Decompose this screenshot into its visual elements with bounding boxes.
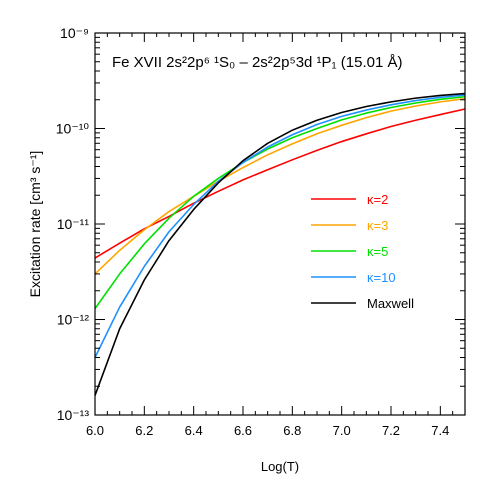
legend-label-3: κ=10 bbox=[367, 270, 396, 285]
x-tick-label: 7.2 bbox=[382, 423, 400, 438]
y-tick-label: 10⁻¹¹ bbox=[57, 216, 90, 232]
series-line-1 bbox=[94, 97, 466, 275]
plot-frame bbox=[94, 32, 466, 416]
series-line-4 bbox=[94, 92, 466, 396]
y-axis-label: Excitation rate [cm³ s⁻¹] bbox=[27, 151, 43, 298]
series-line-3 bbox=[94, 94, 466, 358]
x-tick-label: 7.4 bbox=[431, 423, 449, 438]
x-tick-label: 6.4 bbox=[185, 423, 203, 438]
x-tick-label: 7.0 bbox=[333, 423, 351, 438]
legend-label-2: κ=5 bbox=[367, 244, 388, 259]
legend-label-0: κ=2 bbox=[367, 192, 388, 207]
legend-label-1: κ=3 bbox=[367, 218, 388, 233]
x-tick-label: 6.0 bbox=[86, 423, 104, 438]
series-line-0 bbox=[94, 108, 466, 259]
x-axis-label: Log(T) bbox=[261, 459, 299, 474]
x-tick-label: 6.2 bbox=[135, 423, 153, 438]
legend: κ=2 κ=3 κ=5 κ=10 Maxwell bbox=[311, 192, 414, 311]
x-tick-label: 6.8 bbox=[283, 423, 301, 438]
series-layer bbox=[94, 92, 466, 396]
x-tick-label: 6.6 bbox=[234, 423, 252, 438]
chart-title: Fe XVII 2s²2p⁶ ¹S₀ – 2s²2p⁵3d ¹P₁ (15.01… bbox=[112, 54, 402, 71]
series-line-2 bbox=[94, 95, 466, 310]
y-tick-label: 10⁻¹⁰ bbox=[56, 121, 90, 137]
y-tick-label: 10⁻⁹ bbox=[60, 25, 89, 41]
y-tick-label: 10⁻¹³ bbox=[57, 407, 90, 423]
y-tick-labels: 10⁻¹³ 10⁻¹² 10⁻¹¹ 10⁻¹⁰ 10⁻⁹ bbox=[56, 25, 90, 423]
legend-label-4: Maxwell bbox=[367, 296, 414, 311]
x-tick-labels: 6.0 6.2 6.4 6.6 6.8 7.0 7.2 7.4 bbox=[86, 423, 449, 438]
y-tick-label: 10⁻¹² bbox=[57, 312, 90, 328]
